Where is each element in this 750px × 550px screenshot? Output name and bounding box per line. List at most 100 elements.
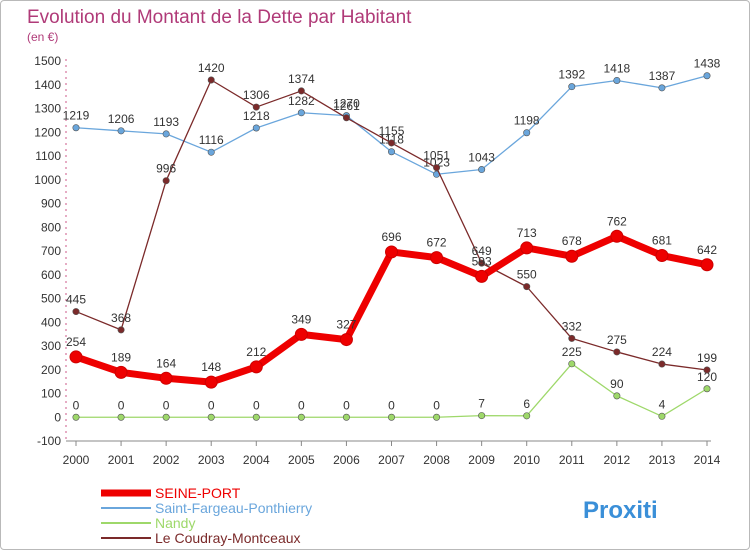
series-le-coudray-montceaux: 445 368 996 1420 1306 1374 1261 1155 1051 649 550 3…	[66, 61, 717, 374]
data-point	[252, 413, 260, 421]
data-point	[433, 413, 441, 421]
data-point	[475, 269, 489, 283]
legend-item: Saint-Fargeau-Ponthierry	[101, 500, 312, 516]
data-label: 368	[111, 311, 131, 325]
y-tick-label: 700	[41, 244, 61, 258]
data-point	[69, 350, 83, 364]
y-tick-label: 1500	[34, 54, 61, 68]
data-label: 164	[156, 356, 176, 370]
data-label: 1043	[468, 151, 495, 165]
data-point	[478, 259, 486, 267]
data-point	[700, 258, 714, 272]
data-label: 1420	[198, 61, 225, 75]
data-point	[342, 114, 350, 122]
data-point	[568, 360, 576, 368]
data-point	[613, 76, 621, 84]
data-point	[159, 371, 173, 385]
data-point	[703, 366, 711, 374]
y-tick-label: 600	[41, 268, 61, 282]
legend: SEINE-PORTSaint-Fargeau-PonthierryNandyL…	[101, 485, 312, 546]
data-point	[655, 249, 669, 263]
data-label: 0	[343, 398, 350, 412]
data-label: 1387	[649, 69, 676, 83]
data-label: 762	[607, 214, 627, 228]
data-label: 1206	[108, 112, 135, 126]
x-tick-label: 2008	[423, 453, 450, 467]
data-point	[297, 413, 305, 421]
data-label: 1023	[423, 155, 450, 169]
data-label: 327	[336, 318, 356, 332]
legend-label: SEINE-PORT	[155, 485, 241, 501]
data-point	[204, 375, 218, 389]
data-point	[162, 413, 170, 421]
data-label: 199	[697, 351, 717, 365]
data-point	[342, 413, 350, 421]
data-label: 0	[253, 398, 260, 412]
y-tick-label: 800	[41, 220, 61, 234]
data-point	[523, 283, 531, 291]
data-label: 996	[156, 162, 176, 176]
data-label: 713	[517, 226, 537, 240]
data-point	[294, 327, 308, 341]
data-label: 7	[478, 397, 485, 411]
data-point	[297, 109, 305, 117]
data-point	[658, 84, 666, 92]
data-label: 0	[388, 398, 395, 412]
y-tick-label: 1200	[34, 125, 61, 139]
y-tick-label: 400	[41, 315, 61, 329]
data-point	[117, 326, 125, 334]
data-label: 1219	[63, 109, 90, 123]
data-point	[565, 249, 579, 263]
data-label: 6	[523, 397, 530, 411]
data-label: 1418	[604, 61, 631, 75]
data-label: 0	[433, 398, 440, 412]
chart-title: Evolution du Montant de la Dette par Hab…	[27, 7, 412, 28]
data-label: 275	[607, 333, 627, 347]
y-tick-label: 300	[41, 339, 61, 353]
x-tick-label: 2002	[153, 453, 180, 467]
data-point	[613, 392, 621, 400]
x-tick-label: 2004	[243, 453, 270, 467]
data-point	[252, 103, 260, 111]
series-saint-fargeau-ponthierry: 1219120611931116121812821270111810231043…	[63, 57, 721, 178]
x-tick-label: 2001	[108, 453, 135, 467]
data-point	[207, 413, 215, 421]
chart-subtitle: (en €)	[27, 30, 58, 44]
y-tick-label: 1100	[35, 149, 61, 163]
data-point	[297, 87, 305, 95]
data-label: 1392	[558, 68, 585, 82]
data-point	[387, 148, 395, 156]
y-tick-label: 100	[41, 387, 61, 401]
data-label: 0	[163, 398, 170, 412]
data-label: 1218	[243, 109, 270, 123]
axes: -100010020030040050060070080090010001100…	[34, 54, 720, 467]
data-label: 0	[118, 398, 125, 412]
legend-label: Le Coudray-Montceaux	[155, 530, 301, 546]
data-label: 349	[291, 312, 311, 326]
y-tick-label: 1000	[34, 173, 61, 187]
data-point	[72, 124, 80, 132]
x-tick-label: 2003	[198, 453, 225, 467]
data-point	[117, 127, 125, 135]
data-label: 1198	[514, 114, 540, 128]
data-label: 1306	[243, 88, 270, 102]
x-tick-label: 2012	[604, 453, 631, 467]
data-label: 212	[246, 345, 266, 359]
x-tick-label: 2013	[649, 453, 676, 467]
data-point	[523, 129, 531, 137]
data-point	[117, 413, 125, 421]
data-label: 332	[562, 319, 582, 333]
data-point	[568, 83, 576, 91]
data-point	[387, 139, 395, 147]
legend-label: Saint-Fargeau-Ponthierry	[155, 500, 312, 516]
data-label: 1155	[379, 124, 405, 138]
data-point	[478, 412, 486, 420]
data-label: 120	[697, 370, 717, 384]
data-point	[252, 124, 260, 132]
data-label: 90	[610, 377, 624, 391]
x-tick-label: 2000	[63, 453, 90, 467]
data-point	[162, 177, 170, 185]
x-tick-label: 2007	[378, 453, 405, 467]
legend-label: Nandy	[155, 515, 195, 531]
